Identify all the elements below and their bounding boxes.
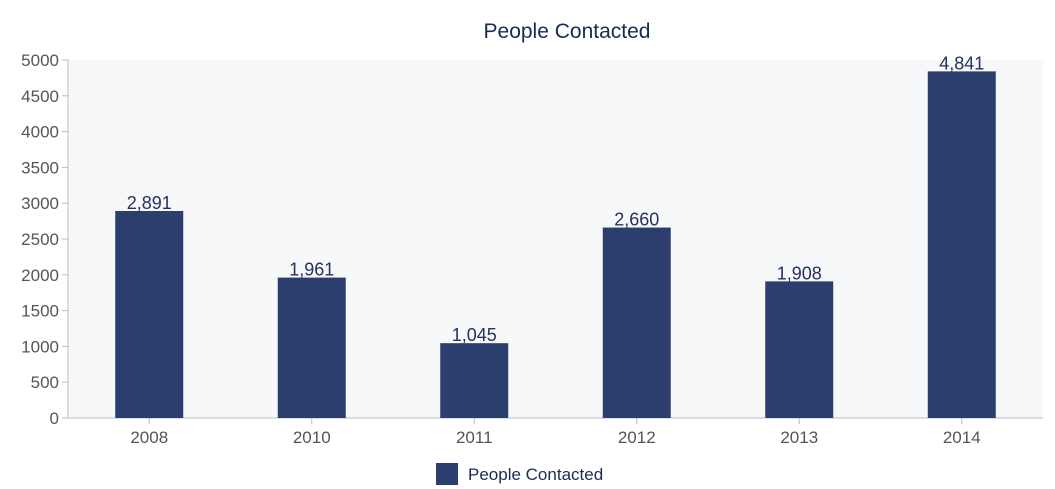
x-axis: 2008 2010 2011 2012 2013 2014 bbox=[68, 417, 1043, 447]
y-tick-label: 500 bbox=[31, 373, 59, 392]
data-label-2014: 4,841 bbox=[939, 53, 984, 73]
legend-label[interactable]: People Contacted bbox=[468, 465, 603, 484]
y-tick-label: 3000 bbox=[21, 194, 59, 213]
y-tick-label: 1500 bbox=[21, 302, 59, 321]
bar-2013[interactable] bbox=[765, 281, 834, 418]
data-label-2010: 1,961 bbox=[289, 260, 334, 280]
plot-background bbox=[68, 60, 1043, 418]
data-labels: 2,891 1,961 1,045 2,660 1,908 4,841 bbox=[127, 53, 985, 345]
y-tick-label: 5000 bbox=[21, 51, 59, 70]
x-tick-label: 2010 bbox=[293, 428, 331, 447]
bar-2012[interactable] bbox=[602, 227, 671, 418]
y-axis: 0 500 1000 1500 2000 2500 3000 3500 4000 4500 5000 bbox=[21, 51, 69, 428]
bar-2008[interactable] bbox=[115, 211, 184, 418]
x-tick-label: 2008 bbox=[130, 428, 168, 447]
bar-2014[interactable] bbox=[927, 71, 996, 418]
x-tick-label: 2011 bbox=[456, 428, 493, 447]
x-tick-label: 2013 bbox=[780, 428, 818, 447]
y-tick-label: 2500 bbox=[21, 230, 59, 249]
y-tick-label: 0 bbox=[50, 409, 59, 428]
bar-series bbox=[115, 71, 996, 418]
x-tick-label: 2012 bbox=[618, 428, 656, 447]
data-label-2013: 1,908 bbox=[777, 263, 822, 283]
y-tick-label: 2000 bbox=[21, 266, 59, 285]
data-label-2012: 2,660 bbox=[614, 210, 659, 230]
data-label-2008: 2,891 bbox=[127, 193, 172, 213]
y-tick-label: 4000 bbox=[21, 123, 59, 142]
y-tick-label: 1000 bbox=[21, 337, 59, 356]
x-tick-label: 2014 bbox=[943, 428, 981, 447]
legend-swatch[interactable] bbox=[436, 463, 458, 485]
data-label-2011: 1,045 bbox=[452, 325, 497, 345]
y-tick-label: 3500 bbox=[21, 158, 59, 177]
bar-2010[interactable] bbox=[277, 277, 346, 418]
chart-title: People Contacted bbox=[484, 20, 651, 43]
legend[interactable]: People Contacted bbox=[436, 463, 603, 485]
bar-2011[interactable] bbox=[440, 343, 509, 418]
y-tick-label: 4500 bbox=[21, 87, 59, 106]
